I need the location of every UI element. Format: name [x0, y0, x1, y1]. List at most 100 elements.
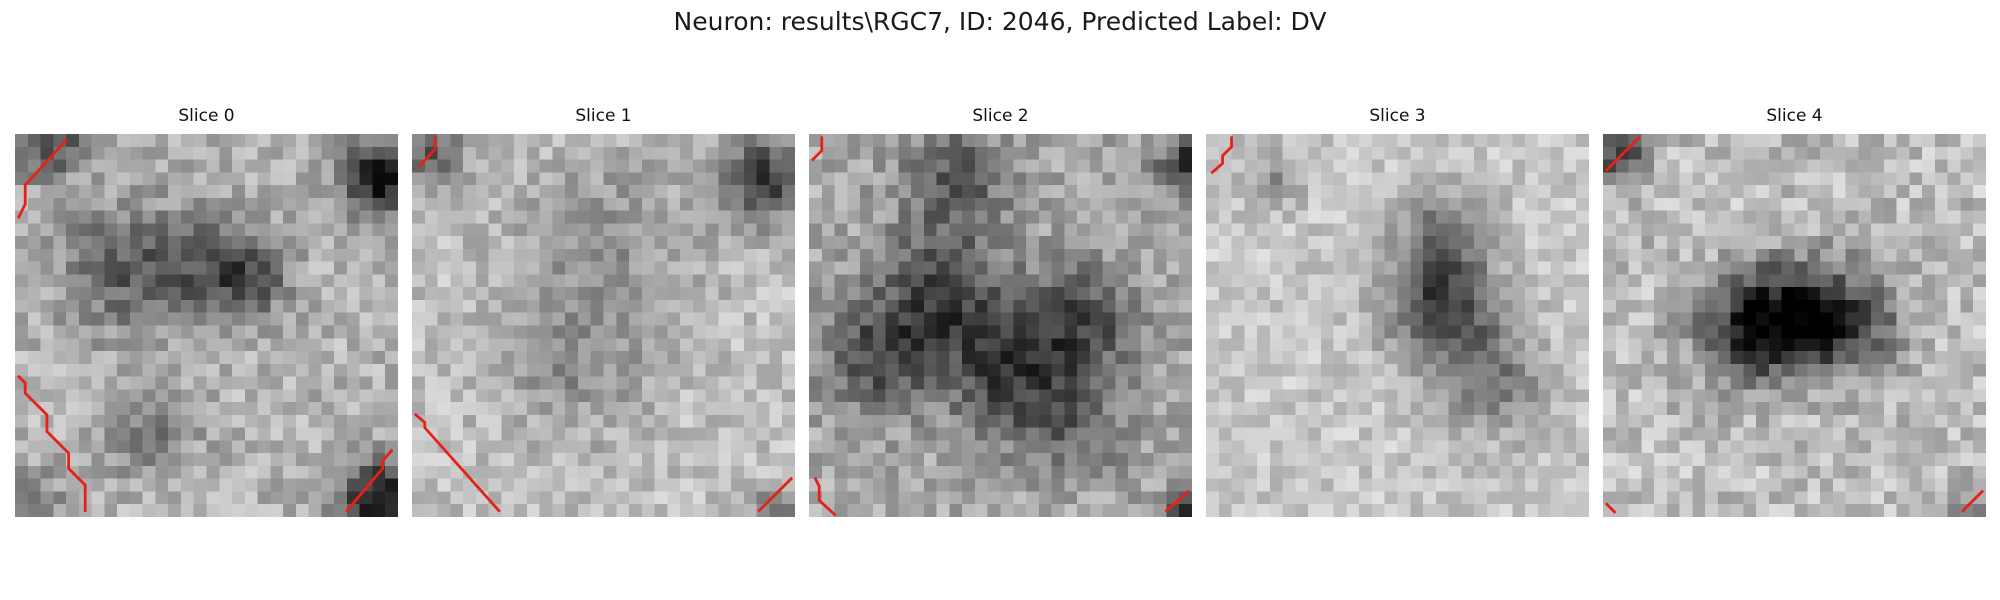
- pixel: [206, 299, 220, 313]
- pixel: [577, 478, 591, 492]
- pixel: [1064, 376, 1078, 390]
- pixel: [1960, 402, 1974, 416]
- pixel: [1641, 312, 1655, 326]
- pixel: [1038, 197, 1052, 211]
- pixel: [898, 159, 912, 173]
- pixel: [654, 325, 668, 339]
- pixel: [1295, 325, 1309, 339]
- pixel: [1576, 338, 1589, 352]
- pixel: [257, 185, 271, 199]
- pixel: [860, 274, 874, 288]
- pixel: [1282, 363, 1296, 377]
- pixel: [1858, 402, 1872, 416]
- pixel: [1743, 363, 1757, 377]
- pixel: [872, 478, 886, 492]
- pixel: [1692, 376, 1706, 390]
- pixel: [1051, 402, 1065, 416]
- pixel: [27, 172, 41, 186]
- pixel: [872, 185, 886, 199]
- pixel: [692, 159, 706, 173]
- pixel: [1768, 325, 1782, 339]
- pixel: [78, 248, 92, 262]
- pixel: [743, 414, 757, 428]
- pixel: [1705, 376, 1719, 390]
- pixel: [270, 389, 284, 403]
- pixel: [1051, 312, 1065, 326]
- pixel: [1563, 325, 1577, 339]
- pixel: [1269, 440, 1283, 454]
- pixel: [1603, 402, 1617, 416]
- pixel: [1717, 478, 1731, 492]
- pixel: [219, 185, 233, 199]
- pixel: [1140, 504, 1154, 517]
- pixel: [232, 274, 246, 288]
- pixel: [680, 223, 694, 237]
- pixel: [232, 376, 246, 390]
- pixel: [539, 325, 553, 339]
- pixel: [1858, 134, 1872, 148]
- pixel: [53, 172, 67, 186]
- pixel: [821, 363, 835, 377]
- pixel: [244, 453, 258, 467]
- pixel: [526, 363, 540, 377]
- pixel: [923, 414, 937, 428]
- pixel: [437, 453, 451, 467]
- pixel: [1896, 146, 1910, 160]
- pixel: [962, 440, 976, 454]
- pixel: [1333, 478, 1347, 492]
- pixel: [1756, 223, 1770, 237]
- pixel: [66, 351, 80, 365]
- pixel: [949, 427, 963, 441]
- pixel: [450, 414, 464, 428]
- pixel: [1666, 376, 1680, 390]
- pixel: [1474, 210, 1488, 224]
- pixel: [1832, 453, 1846, 467]
- pixel: [463, 478, 477, 492]
- pixel: [1717, 299, 1731, 313]
- pixel: [1922, 376, 1936, 390]
- pixel: [1115, 402, 1129, 416]
- pixel: [821, 172, 835, 186]
- pixel: [1269, 453, 1283, 467]
- pixel: [78, 185, 92, 199]
- pixel: [1730, 440, 1744, 454]
- pixel: [1896, 197, 1910, 211]
- pixel: [641, 223, 655, 237]
- pixel: [1781, 210, 1795, 224]
- pixel: [1282, 248, 1296, 262]
- pixel: [1333, 236, 1347, 250]
- pixel: [359, 325, 373, 339]
- pixel: [641, 504, 655, 517]
- pixel: [641, 363, 655, 377]
- pixel: [1346, 389, 1360, 403]
- pixel: [1000, 440, 1014, 454]
- pixel: [1013, 491, 1027, 505]
- pixel: [1896, 338, 1910, 352]
- pixel: [1832, 325, 1846, 339]
- pixel: [1717, 248, 1731, 262]
- pixel: [1244, 185, 1258, 199]
- pixel: [488, 299, 502, 313]
- pixel: [385, 172, 398, 186]
- pixel: [1359, 440, 1373, 454]
- pixel: [680, 465, 694, 479]
- pixel: [168, 414, 182, 428]
- pixel: [641, 248, 655, 262]
- pixel: [1486, 402, 1500, 416]
- pixel: [1756, 185, 1770, 199]
- pixel: [27, 210, 41, 224]
- pixel: [1756, 427, 1770, 441]
- pixel: [987, 287, 1001, 301]
- pixel: [834, 134, 848, 148]
- pixel: [1705, 185, 1719, 199]
- pixel: [949, 261, 963, 275]
- pixel: [1794, 325, 1808, 339]
- pixel: [283, 427, 297, 441]
- pixel: [1654, 210, 1668, 224]
- pixel: [1922, 248, 1936, 262]
- slice-image: [809, 134, 1192, 517]
- pixel: [1525, 465, 1539, 479]
- pixel: [257, 453, 271, 467]
- pixel: [463, 261, 477, 275]
- pixel: [1320, 236, 1334, 250]
